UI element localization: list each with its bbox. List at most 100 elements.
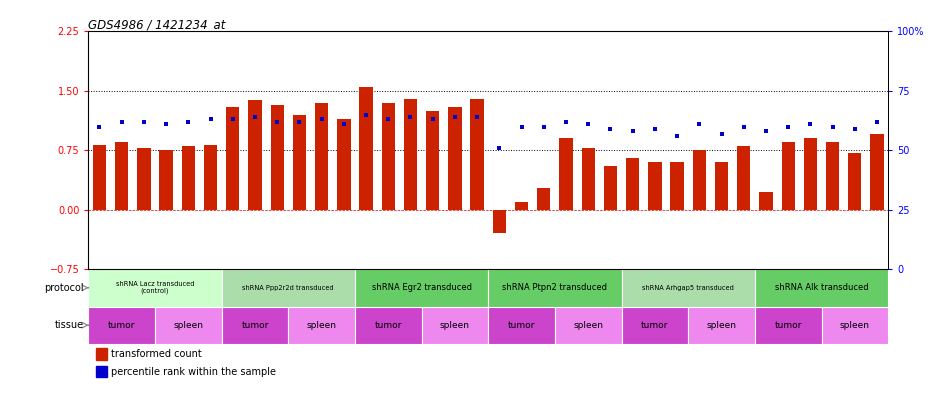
Bar bbox=[688, 307, 755, 344]
Bar bbox=[88, 307, 155, 344]
Text: spleen: spleen bbox=[173, 321, 204, 330]
Bar bbox=[621, 307, 688, 344]
Point bbox=[537, 123, 551, 130]
Bar bbox=[88, 269, 221, 307]
Bar bbox=[359, 87, 373, 210]
Bar bbox=[471, 99, 484, 210]
Bar bbox=[870, 134, 883, 210]
Bar bbox=[155, 307, 221, 344]
Text: tumor: tumor bbox=[641, 321, 669, 330]
Bar bbox=[288, 307, 355, 344]
Text: spleen: spleen bbox=[573, 321, 604, 330]
Point bbox=[803, 121, 817, 127]
Point bbox=[670, 133, 684, 139]
Bar bbox=[248, 100, 261, 210]
Point bbox=[559, 119, 574, 125]
Point bbox=[492, 145, 507, 151]
Bar bbox=[293, 115, 306, 210]
Bar bbox=[515, 202, 528, 210]
Bar bbox=[271, 105, 284, 210]
Point bbox=[403, 114, 418, 120]
Text: tumor: tumor bbox=[508, 321, 536, 330]
Bar bbox=[404, 99, 418, 210]
Bar bbox=[604, 166, 618, 210]
Point bbox=[137, 119, 152, 125]
Point bbox=[359, 112, 374, 118]
Bar bbox=[559, 138, 573, 210]
Text: tumor: tumor bbox=[375, 321, 402, 330]
Bar bbox=[626, 158, 639, 210]
Bar bbox=[315, 103, 328, 210]
Text: tissue: tissue bbox=[55, 320, 84, 330]
Point bbox=[759, 128, 774, 134]
Bar bbox=[221, 269, 355, 307]
Bar bbox=[159, 150, 173, 210]
Text: transformed count: transformed count bbox=[111, 349, 202, 359]
Bar bbox=[381, 103, 395, 210]
Bar bbox=[93, 145, 106, 210]
Bar bbox=[737, 146, 751, 210]
Point bbox=[692, 121, 707, 127]
Point bbox=[314, 116, 329, 123]
Point bbox=[447, 114, 462, 120]
Bar bbox=[488, 307, 555, 344]
Point bbox=[381, 116, 396, 123]
Text: shRNA Ppp2r2d transduced: shRNA Ppp2r2d transduced bbox=[243, 285, 334, 291]
Bar bbox=[581, 148, 595, 210]
Bar bbox=[115, 142, 128, 210]
Bar bbox=[493, 210, 506, 233]
Point bbox=[514, 123, 529, 130]
Point bbox=[470, 114, 485, 120]
Point bbox=[114, 119, 129, 125]
Text: shRNA Lacz transduced
(control): shRNA Lacz transduced (control) bbox=[115, 281, 194, 294]
Bar bbox=[338, 119, 351, 210]
Point bbox=[580, 121, 595, 127]
Text: GDS4986 / 1421234_at: GDS4986 / 1421234_at bbox=[88, 18, 226, 31]
Point bbox=[870, 119, 884, 125]
Bar bbox=[715, 162, 728, 210]
Text: spleen: spleen bbox=[707, 321, 737, 330]
Bar bbox=[555, 307, 621, 344]
Bar bbox=[421, 307, 488, 344]
Text: tumor: tumor bbox=[108, 321, 136, 330]
Point bbox=[737, 123, 751, 130]
Text: tumor: tumor bbox=[775, 321, 802, 330]
Point bbox=[203, 116, 218, 123]
Point bbox=[337, 121, 352, 127]
Bar bbox=[97, 366, 107, 377]
Point bbox=[270, 119, 285, 125]
Text: tumor: tumor bbox=[241, 321, 269, 330]
Bar bbox=[755, 307, 821, 344]
Bar bbox=[355, 269, 488, 307]
Point bbox=[225, 116, 240, 123]
Point bbox=[625, 128, 640, 134]
Bar bbox=[804, 138, 817, 210]
Bar bbox=[755, 269, 888, 307]
Bar bbox=[538, 188, 551, 210]
Bar bbox=[671, 162, 684, 210]
Bar bbox=[621, 269, 755, 307]
Bar bbox=[648, 162, 661, 210]
Point bbox=[159, 121, 174, 127]
Point bbox=[647, 126, 662, 132]
Text: shRNA Egr2 transduced: shRNA Egr2 transduced bbox=[372, 283, 472, 292]
Text: spleen: spleen bbox=[840, 321, 870, 330]
Point bbox=[92, 123, 107, 130]
Bar bbox=[97, 348, 107, 360]
Bar bbox=[204, 145, 218, 210]
Bar bbox=[226, 107, 239, 210]
Point bbox=[292, 119, 307, 125]
Point bbox=[603, 126, 618, 132]
Bar bbox=[781, 142, 795, 210]
Text: shRNA Alk transduced: shRNA Alk transduced bbox=[775, 283, 869, 292]
Text: protocol: protocol bbox=[44, 283, 84, 293]
Text: spleen: spleen bbox=[307, 321, 337, 330]
Bar bbox=[821, 307, 888, 344]
Bar bbox=[488, 269, 621, 307]
Point bbox=[180, 119, 195, 125]
Bar bbox=[426, 111, 439, 210]
Bar bbox=[355, 307, 421, 344]
Point bbox=[825, 123, 840, 130]
Text: percentile rank within the sample: percentile rank within the sample bbox=[111, 367, 275, 377]
Bar bbox=[693, 150, 706, 210]
